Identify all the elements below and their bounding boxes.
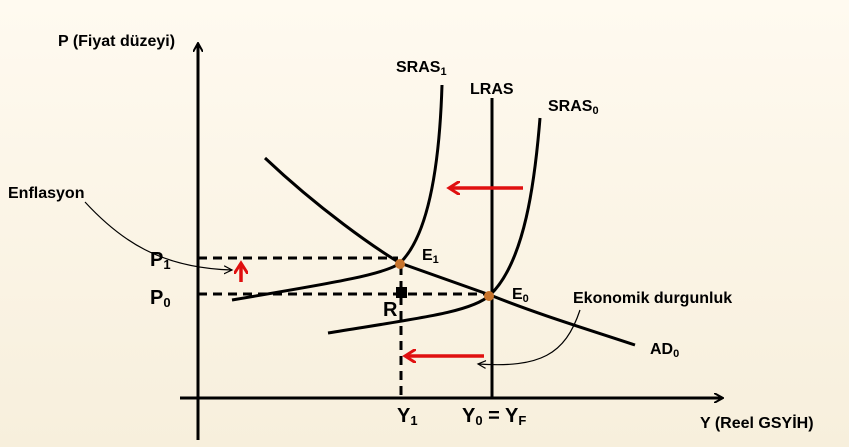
label-main: E	[422, 247, 433, 264]
label-main: SRAS	[548, 98, 593, 115]
e1-label: E1	[422, 247, 439, 266]
label-sub: 0	[592, 105, 598, 117]
label-sub: 1	[433, 254, 439, 266]
x-axis-label: Y (Reel GSYİH)	[700, 414, 814, 432]
lras-label: LRAS	[470, 81, 514, 98]
sras1-label: SRAS1	[396, 59, 447, 78]
r-point	[396, 287, 407, 298]
p1-label: P1	[150, 249, 171, 272]
label-main: P	[150, 249, 163, 271]
y-axis-label: P (Fiyat düzeyi)	[58, 33, 175, 50]
label-sub: F	[518, 413, 526, 428]
y0-label: Y0 = YF	[462, 405, 526, 428]
label-sub: 1	[440, 66, 446, 78]
y1-label: Y1	[397, 405, 418, 428]
e0-point	[484, 291, 494, 301]
label-sub: 1	[163, 257, 170, 272]
label-sub: 1	[410, 413, 417, 428]
inflation-label: Enflasyon	[8, 185, 84, 202]
label-sub: 0	[475, 413, 482, 428]
p0-label: P0	[150, 287, 171, 310]
inflation-pointer	[84, 201, 232, 270]
label-main: E	[512, 286, 523, 303]
label-sub: 0	[673, 348, 679, 360]
recession-label: Ekonomik durgunluk	[573, 290, 732, 307]
label-main: AD	[650, 341, 673, 358]
label-main: P	[150, 287, 163, 309]
ad0-label: AD0	[650, 341, 679, 360]
label-main: SRAS	[396, 59, 441, 76]
r-label: R	[383, 299, 398, 321]
label-sub: 0	[523, 293, 529, 305]
label-main: Y	[462, 405, 476, 427]
label-sub: 0	[163, 295, 170, 310]
sras0-label: SRAS0	[548, 98, 599, 117]
recession-pointer	[478, 309, 581, 365]
label-main: Y	[397, 405, 411, 427]
e1-point	[395, 259, 405, 269]
label-main: = Y	[483, 405, 519, 427]
e0-label: E0	[512, 286, 529, 305]
